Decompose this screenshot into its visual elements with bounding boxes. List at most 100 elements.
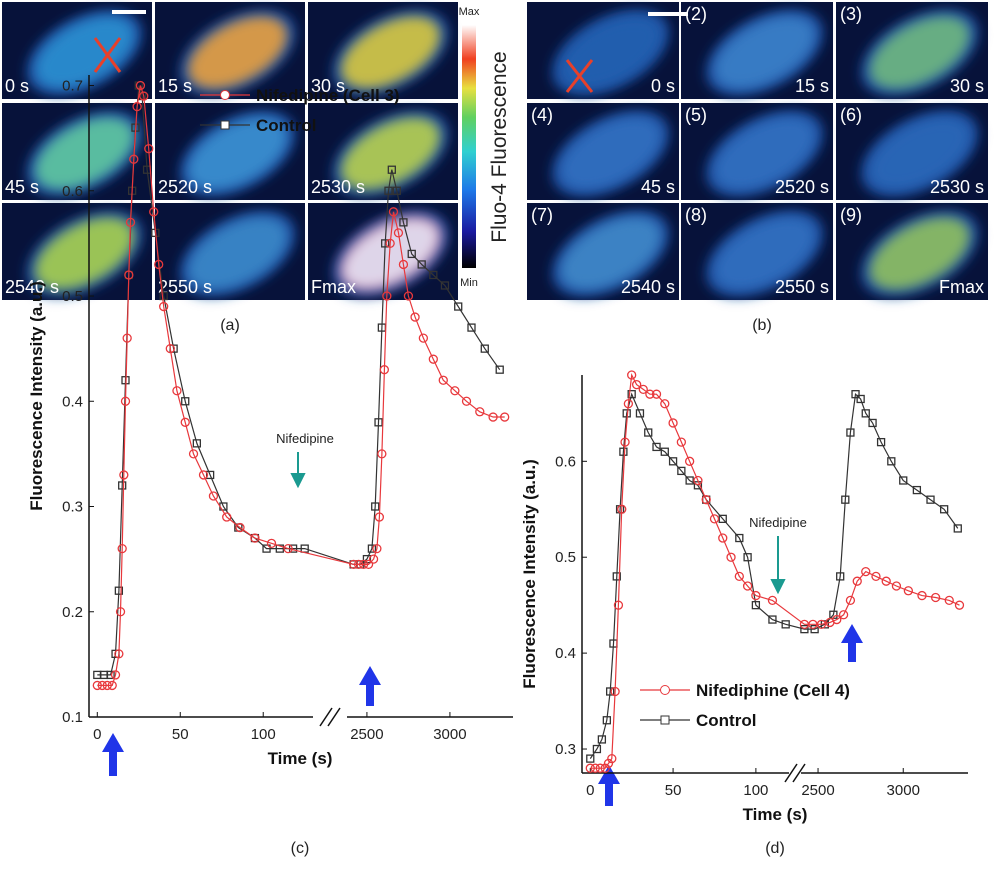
data-point [428, 354, 438, 364]
image-tile: 2530 s [308, 103, 458, 200]
data-point [845, 595, 856, 606]
data-point [718, 514, 727, 524]
tile-index: (9) [840, 205, 862, 225]
data-point [480, 344, 489, 353]
data-point [387, 165, 396, 174]
data-point [742, 581, 753, 591]
chart-caption: (d) [765, 840, 785, 857]
data-point [645, 389, 655, 399]
data-point [735, 533, 744, 543]
data-point [358, 559, 369, 570]
data-point [117, 543, 127, 554]
data-point [668, 418, 678, 428]
data-point [635, 409, 645, 418]
x-tick-label: 50 [172, 726, 189, 743]
data-point [871, 571, 881, 582]
axis-break [319, 707, 333, 727]
image-tile: 2520 s [155, 103, 305, 200]
x-tick-label: 0 [586, 782, 594, 799]
y-tick-label: 0.6 [555, 453, 576, 470]
panel-caption: (b) [752, 317, 772, 334]
data-point [668, 457, 678, 466]
data-point [881, 576, 891, 586]
data-point [651, 389, 662, 399]
data-point [107, 680, 117, 691]
data-point [385, 238, 395, 249]
x-axis-label: Time (s) [743, 805, 808, 824]
axis-break [327, 707, 341, 727]
data-point [868, 418, 877, 428]
series-line [590, 372, 960, 769]
y-axis-label: Fluorescence Intensity (a.u.) [520, 459, 539, 689]
image-tile: 0 s [527, 2, 679, 99]
image-tile: 0 s [2, 2, 152, 99]
data-point [838, 610, 849, 620]
data-point [495, 365, 504, 374]
charts: 0.1 0.2 0.3 0.4 0.5 0.6 0.7 0 50 100 2500 3000 Time … [27, 75, 968, 857]
data-point [275, 544, 284, 553]
data-point [454, 302, 463, 311]
image-tile: (9) Fmax [836, 203, 988, 300]
data-point [132, 101, 142, 112]
data-point [135, 80, 146, 91]
data-point [718, 533, 728, 543]
x-tick-label: 2500 [801, 782, 834, 799]
data-point [595, 763, 605, 773]
data-point [114, 586, 124, 595]
data-point [450, 386, 460, 396]
data-point [407, 249, 416, 259]
cell [34, 217, 135, 290]
data-point [846, 428, 855, 437]
series [585, 370, 965, 773]
data-point [836, 572, 845, 581]
data-point [726, 552, 736, 562]
image-tile: (4) 45 s [527, 103, 679, 200]
data-point [607, 753, 617, 764]
data-point [384, 186, 393, 195]
legend-entry: Nifediphine (Cell 4) [640, 681, 850, 700]
panel-caption: (a) [220, 317, 240, 334]
chart: 0.1 0.2 0.3 0.4 0.5 0.6 0.7 0 50 100 2500 3000 Time … [27, 75, 513, 857]
data-point [816, 619, 827, 629]
data-point [851, 390, 860, 399]
data-point [374, 512, 385, 522]
data-point [693, 475, 703, 486]
data-point [440, 281, 450, 290]
tile-time: 2550 s [158, 277, 212, 297]
data-point [627, 370, 637, 380]
data-point [403, 291, 414, 301]
image-tile: 2540 s [2, 203, 152, 300]
data-point [930, 592, 941, 603]
data-point [500, 412, 510, 422]
data-point [781, 620, 790, 629]
tile-time: 15 s [158, 76, 192, 96]
data-point [181, 397, 190, 406]
data-point [198, 470, 209, 480]
x-tick-label: 2500 [350, 726, 383, 743]
data-point [438, 375, 448, 385]
data-point [120, 396, 131, 406]
data-point [467, 323, 476, 332]
data-point [188, 449, 199, 459]
tile-time: 0 s [5, 76, 29, 96]
colorbar-label: Fluo-4 Fluorescence [488, 51, 511, 242]
y-tick-label: 0.5 [62, 288, 83, 305]
data-point [701, 495, 711, 505]
data-point [660, 399, 670, 409]
data-point [800, 624, 809, 634]
legend-entry: Control [640, 711, 756, 730]
cell [560, 117, 661, 190]
data-point [617, 504, 627, 514]
tile-time: 2540 s [5, 277, 59, 297]
y-tick-label: 0.4 [62, 393, 83, 410]
data-point [118, 481, 127, 490]
data-point [631, 379, 642, 390]
legend-marker [660, 685, 670, 695]
tile-index: (5) [685, 105, 707, 125]
annotation-arrow [290, 452, 786, 595]
annotation: Nifedipine [749, 515, 807, 530]
x-axis-label: Time (s) [268, 749, 333, 768]
axis-break [784, 763, 798, 783]
data-point [106, 670, 115, 680]
y-tick-label: 0.4 [555, 645, 576, 662]
